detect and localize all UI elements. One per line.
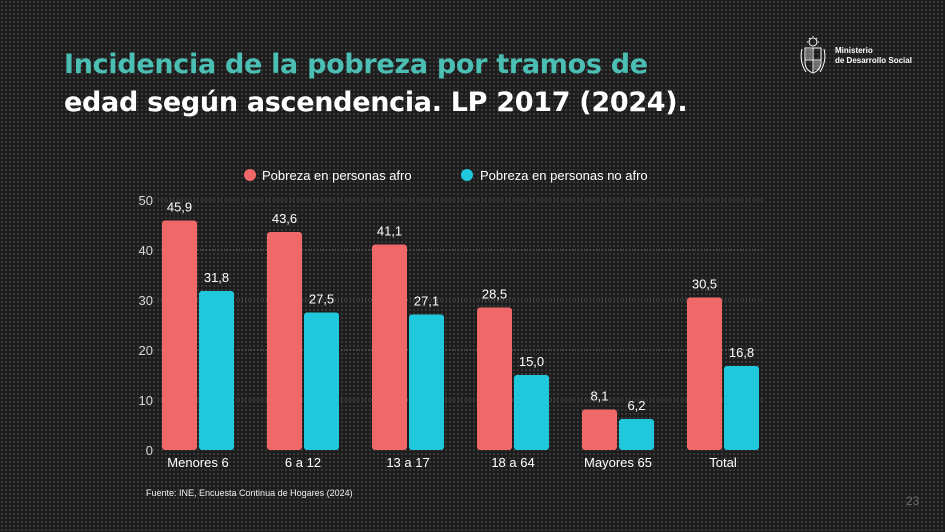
ministry-logo: Ministerio de Desarrollo Social [797, 34, 917, 78]
data-label: 8,1 [590, 389, 608, 404]
y-tick-label: 50 [139, 193, 153, 208]
title-line-2: edad según ascendencia. LP 2017 (2024). [64, 87, 688, 118]
data-label: 30,5 [692, 277, 717, 292]
bar-no-afro [304, 312, 339, 450]
y-tick-label: 0 [146, 443, 153, 458]
data-label: 43,6 [272, 211, 297, 226]
bar-no-afro [409, 314, 444, 450]
x-tick-label: 6 a 12 [285, 455, 321, 470]
bar-afro [477, 307, 512, 450]
legend-label-afro: Pobreza en personas afro [262, 168, 412, 183]
ministry-name-line-1: Ministerio [835, 46, 873, 55]
legend-marker-afro [244, 169, 256, 181]
bar-afro [687, 297, 722, 450]
bar-afro [582, 409, 617, 450]
x-tick-label: Total [709, 455, 737, 470]
page-title: Incidencia de la pobreza por tramos de e… [64, 46, 688, 122]
title-line-1: Incidencia de la pobreza por tramos de [64, 49, 648, 80]
y-tick-label: 10 [139, 393, 153, 408]
ministry-name-line-2: de Desarrollo Social [835, 56, 912, 65]
bar-afro [372, 244, 407, 450]
data-label: 45,9 [167, 200, 192, 215]
legend-label-no-afro: Pobreza en personas no afro [480, 168, 648, 183]
x-tick-label: Menores 6 [167, 455, 228, 470]
bar-no-afro [619, 419, 654, 450]
bar-no-afro [724, 366, 759, 450]
y-tick-label: 30 [139, 293, 153, 308]
y-tick-label: 20 [139, 343, 153, 358]
data-label: 27,1 [414, 294, 439, 309]
page-number: 23 [906, 494, 920, 508]
bar-no-afro [514, 375, 549, 450]
data-label: 41,1 [377, 224, 402, 239]
ministry-name: Ministerio de Desarrollo Social [835, 46, 912, 66]
coat-of-arms-icon [800, 36, 826, 74]
bar-afro [267, 232, 302, 450]
data-label: 31,8 [204, 270, 229, 285]
data-label: 6,2 [627, 398, 645, 413]
data-label: 28,5 [482, 287, 507, 302]
x-tick-label: 13 a 17 [386, 455, 429, 470]
data-label: 15,0 [519, 354, 544, 369]
bar-no-afro [199, 291, 234, 450]
y-tick-label: 40 [139, 243, 153, 258]
data-label: 27,5 [309, 292, 334, 307]
bar-afro [162, 220, 197, 450]
data-label: 16,8 [729, 345, 754, 360]
x-tick-label: 18 a 64 [491, 455, 534, 470]
legend-marker-no-afro [461, 169, 473, 181]
x-tick-label: Mayores 65 [584, 455, 652, 470]
source-note: Fuente: INE, Encuesta Continua de Hogare… [146, 488, 353, 498]
